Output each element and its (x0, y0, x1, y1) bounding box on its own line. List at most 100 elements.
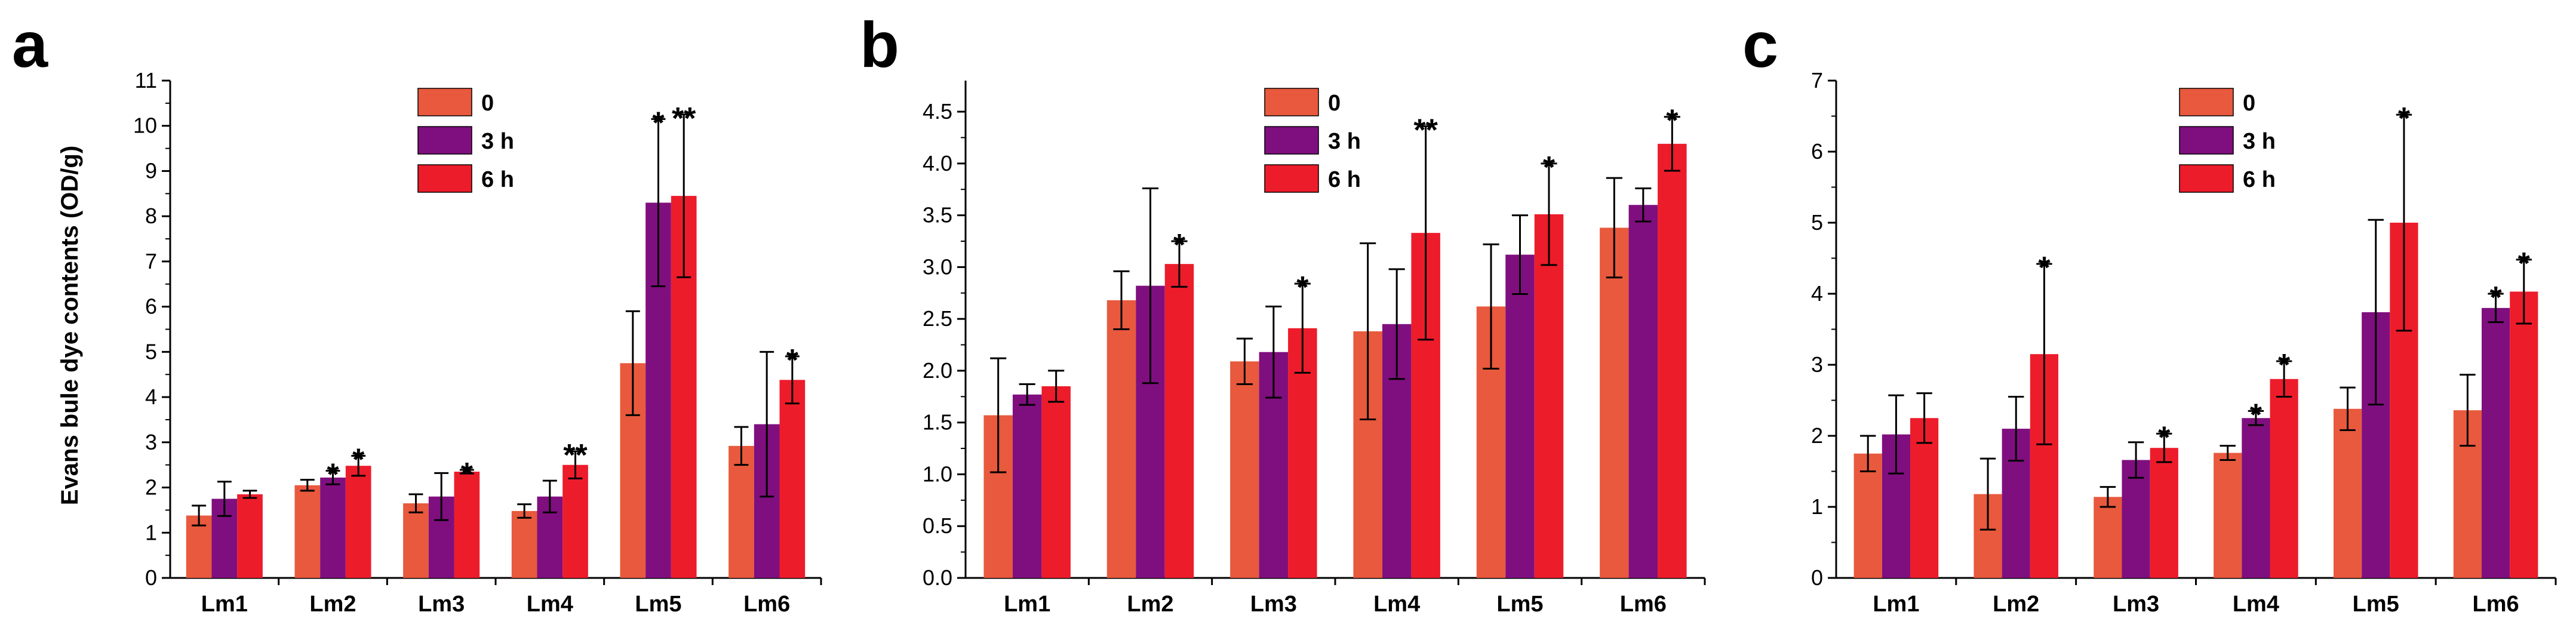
bar-b-Lm6-0 (1600, 227, 1629, 578)
category-label-b: Lm2 (1127, 592, 1173, 617)
bar-c-Lm4-0 (2214, 453, 2242, 578)
error-bar-c (2340, 386, 2356, 431)
error-bar-a (351, 455, 366, 477)
significance-label-b: * (1173, 228, 1186, 263)
significance-label-a: * (461, 457, 474, 491)
bar-b-Lm1-3h (1012, 394, 1042, 578)
bar-b-Lm1-6h (1041, 386, 1071, 578)
error-bar-b (1142, 187, 1159, 384)
y-tick-label-b: 4.0 (923, 151, 952, 176)
error-bar-a (192, 504, 207, 527)
error-bar-a (434, 472, 449, 521)
error-bar-a (542, 479, 557, 513)
y-tick-label-a: 2 (145, 475, 157, 500)
error-bar-a (325, 470, 340, 485)
bar-a-Lm3-6h (454, 472, 480, 578)
category-label-b: Lm4 (1373, 592, 1420, 617)
error-bar-b (1388, 268, 1405, 380)
bar-c-Lm1-0 (1853, 453, 1882, 578)
error-bar-a (408, 493, 423, 513)
category-label-c: Lm3 (2113, 592, 2159, 617)
y-tick-label-c: 0 (1811, 565, 1823, 590)
error-bar-c (2396, 113, 2412, 332)
error-bar-c (2156, 432, 2172, 463)
error-bar-c (2008, 396, 2024, 462)
bar-a-Lm2-6h (345, 466, 371, 578)
y-tick-label-a: 7 (145, 249, 157, 273)
y-tick-label-c: 1 (1811, 494, 1823, 519)
category-label-c: Lm4 (2233, 592, 2279, 617)
bar-a-Lm6-0 (728, 445, 754, 578)
category-label-b: Lm1 (1004, 592, 1050, 617)
bar-b-Lm2-6h (1164, 264, 1194, 578)
legend-label-a: 0 (481, 91, 494, 116)
error-bar-c (2248, 410, 2264, 426)
error-bar-b (1511, 214, 1529, 295)
bar-c-Lm3-3h (2122, 460, 2150, 578)
error-bar-b (1048, 370, 1065, 403)
error-bar-c (2276, 360, 2292, 398)
error-bar-a (651, 118, 666, 288)
category-label-a: Lm5 (635, 592, 681, 617)
y-tick-label-a: 3 (145, 430, 157, 454)
error-bar-a (785, 355, 800, 405)
error-bar-c (1916, 392, 1932, 444)
bar-b-Lm3-0 (1230, 361, 1259, 578)
panel-letter-b: b (860, 8, 899, 81)
error-bar-c (2368, 219, 2384, 406)
error-bar-b (1019, 383, 1035, 406)
significance-label-b: * (1296, 270, 1309, 305)
error-bar-a (760, 350, 774, 498)
error-bar-b (1113, 270, 1130, 330)
y-axis-title-a: Evans bule dye contents (OD/g) (57, 146, 83, 505)
legend-label-b: 6 h (1328, 167, 1361, 192)
bar-c-Lm6-6h (2510, 291, 2538, 578)
error-bar-a (677, 113, 691, 278)
category-label-a: Lm3 (418, 592, 465, 617)
category-label-a: Lm1 (201, 592, 248, 617)
legend-swatch-c (2179, 88, 2234, 116)
y-tick-label-a: 4 (145, 384, 157, 409)
error-bar-a (568, 450, 583, 479)
error-bar-c (1888, 394, 1904, 475)
bar-a-Lm1-6h (237, 494, 263, 578)
legend-swatch-b (1264, 126, 1319, 155)
error-bar-c (2220, 445, 2236, 461)
y-tick-label-c: 6 (1811, 139, 1823, 164)
significance-label-c: * (2250, 398, 2263, 432)
error-bar-b (1483, 243, 1499, 370)
legend-label-b: 3 h (1328, 129, 1361, 154)
significance-label-c: * (2489, 281, 2502, 315)
significance-label-c: * (2278, 348, 2291, 383)
y-tick-label-a: 8 (145, 204, 157, 228)
category-label-a: Lm6 (743, 592, 790, 617)
y-tick-label-c: 2 (1811, 423, 1823, 448)
error-bar-a (459, 469, 474, 475)
error-bar-c (1860, 435, 1876, 472)
error-bar-c (2460, 374, 2476, 447)
bar-c-Lm1-6h (1910, 418, 1939, 578)
error-bar-b (1171, 240, 1188, 288)
category-label-b: Lm6 (1620, 592, 1667, 617)
error-bar-a (625, 310, 640, 416)
error-bar-c (2099, 486, 2116, 508)
error-bar-b (1664, 116, 1680, 172)
category-label-b: Lm3 (1250, 592, 1297, 617)
bar-b-Lm5-6h (1534, 214, 1564, 578)
legend-label-c: 3 h (2243, 129, 2276, 154)
significance-label-c: * (2158, 420, 2171, 455)
error-bar-b (1418, 125, 1434, 341)
category-label-c: Lm5 (2353, 592, 2399, 617)
significance-label-c: * (2398, 101, 2411, 136)
legend-swatch-c (2179, 164, 2234, 193)
bar-b-Lm6-6h (1658, 143, 1687, 578)
bar-c-Lm6-3h (2481, 307, 2510, 578)
y-tick-label-b: 2.0 (923, 358, 952, 383)
bar-b-Lm5-3h (1505, 254, 1535, 578)
legend-label-c: 6 h (2243, 167, 2276, 192)
y-tick-label-b: 2.5 (923, 306, 952, 331)
error-bar-a (242, 490, 257, 499)
chart-panel-b: 0.0 0.5 1.0 1.5 2.0 2.5 3.0 3.5 4.0 4.5 Lm1 Lm2 * Lm3… (923, 81, 1706, 617)
legend-swatch-a (417, 88, 472, 116)
